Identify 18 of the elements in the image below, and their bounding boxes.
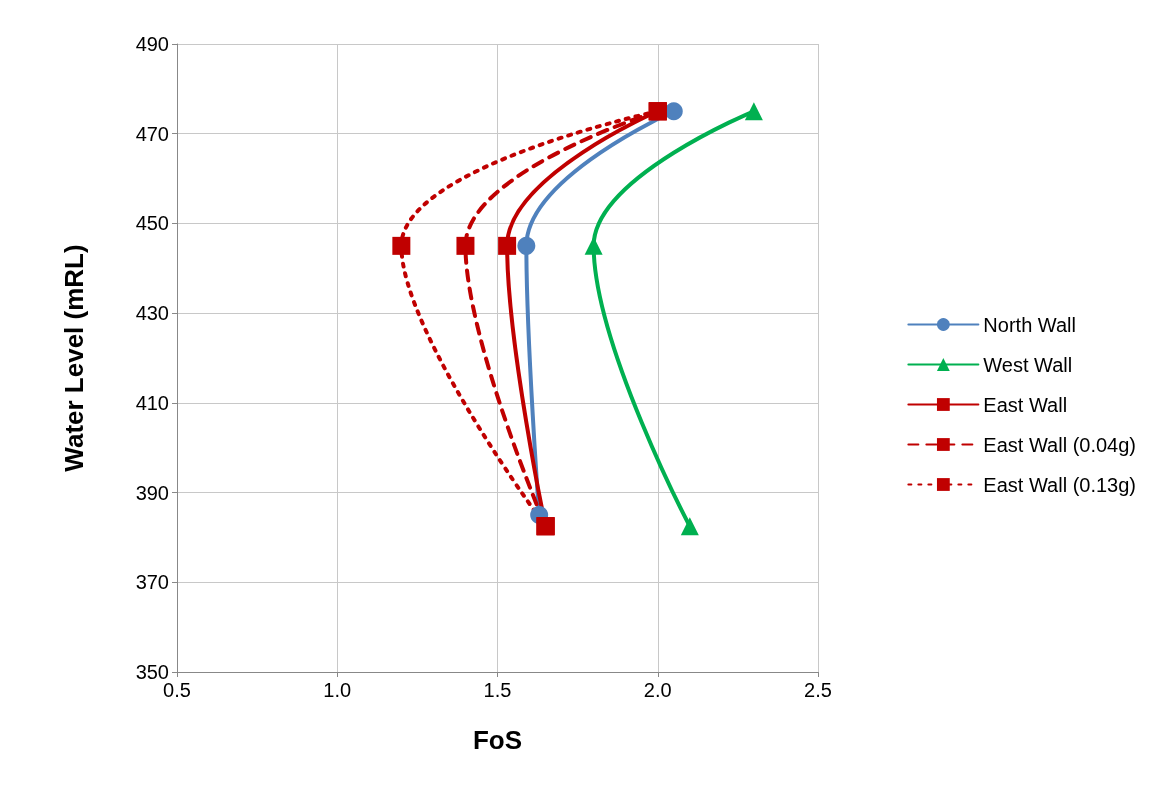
- y-tick-label: 370: [135, 571, 169, 594]
- legend-label: East Wall (0.04g): [983, 433, 1137, 456]
- y-tick-label: 470: [135, 122, 169, 145]
- y-tick-label: 390: [135, 481, 169, 504]
- x-axis-title: FoS: [472, 725, 523, 755]
- x-tick-label: 2.5: [804, 679, 832, 701]
- legend-label: East Wall: [983, 393, 1068, 416]
- x-tick-label: 1.5: [483, 679, 512, 701]
- legend-label: East Wall (0.13g): [983, 473, 1137, 496]
- y-tick-label: 430: [135, 302, 169, 325]
- legend-label: North Wall: [983, 313, 1076, 336]
- legend-label: West Wall: [983, 353, 1073, 376]
- y-tick-label: 450: [135, 212, 169, 235]
- y-tick-label: 490: [135, 33, 169, 55]
- y-tick-label: 410: [135, 391, 169, 414]
- x-tick-label: 1.0: [323, 679, 352, 701]
- y-axis-title: Water Level (mRL): [59, 244, 89, 472]
- x-tick-label: 2.0: [643, 679, 672, 701]
